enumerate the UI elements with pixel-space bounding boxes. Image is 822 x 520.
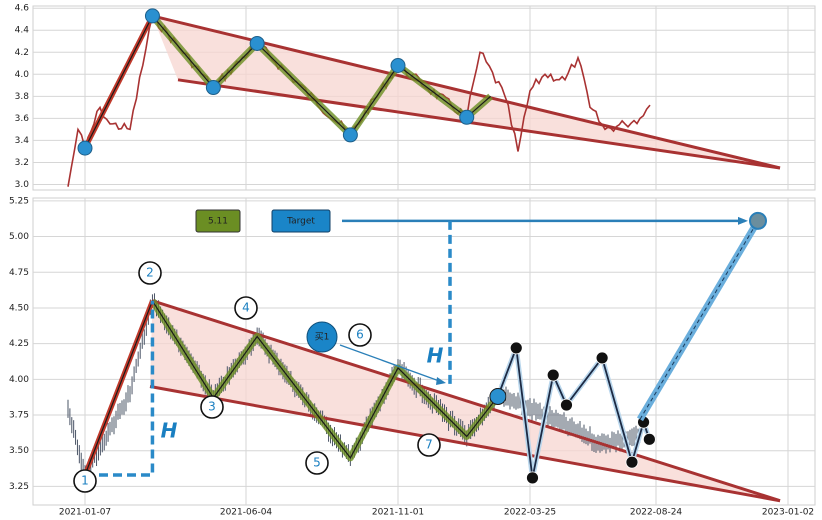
buy-arrow-head xyxy=(436,377,446,385)
h-label-right: H xyxy=(427,344,444,368)
y-tick-label: 3.6 xyxy=(15,114,30,124)
wave-label-6: 6 xyxy=(356,328,364,342)
y-tick-label: 3.50 xyxy=(9,446,29,456)
forecast-point xyxy=(642,432,656,446)
forecast-point xyxy=(546,368,560,382)
y-tick-label: 4.50 xyxy=(9,303,29,313)
y-tick-label: 4.75 xyxy=(9,268,29,278)
wave-label-1: 1 xyxy=(81,474,89,488)
plot-area xyxy=(32,197,816,506)
wave-label-circle xyxy=(417,433,441,457)
value-badge xyxy=(195,209,241,233)
wave-label-5: 5 xyxy=(313,456,321,470)
pivot-point xyxy=(77,140,93,156)
buy-arrow xyxy=(339,344,443,383)
y-tick-label: 4.0 xyxy=(15,70,30,80)
forecast-point xyxy=(526,471,539,485)
target-projection-dash xyxy=(639,220,759,420)
y-tick-label: 4.00 xyxy=(9,375,29,385)
wave-label-3: 3 xyxy=(208,400,216,414)
x-tick-label: 2022-03-25 xyxy=(504,508,556,518)
pivot-point xyxy=(459,109,475,125)
wave-label-circle xyxy=(200,395,224,419)
lower-trendline xyxy=(149,385,781,503)
y-tick-label: 4.4 xyxy=(15,26,30,36)
y-tick-label: 3.0 xyxy=(15,180,30,190)
wave-label-circle xyxy=(138,261,162,285)
h-label-left: H xyxy=(161,419,178,443)
forecast-point xyxy=(625,455,639,469)
impulse-leg-center xyxy=(84,15,153,149)
x-tick-label: 2021-06-04 xyxy=(220,508,273,518)
target-badge-text: Target xyxy=(286,217,315,227)
y-tick-label: 4.25 xyxy=(9,339,29,349)
pivot-point xyxy=(342,127,358,143)
wave-label-circle xyxy=(348,323,372,347)
x-tick-label: 2023-01-02 xyxy=(762,508,814,518)
pivot-point xyxy=(390,57,406,73)
target-point xyxy=(749,211,767,230)
wave-label-7: 7 xyxy=(425,438,433,452)
y-tick-label: 3.4 xyxy=(15,136,30,146)
x-tick-label: 2022-08-24 xyxy=(630,508,683,518)
y-tick-label: 3.2 xyxy=(15,158,29,168)
y-tick-label: 3.25 xyxy=(9,482,29,492)
buy-marker-text: 买1 xyxy=(315,332,330,343)
y-tick-label: 5.00 xyxy=(9,232,29,242)
impulse-leg-center xyxy=(84,300,154,476)
forecast-point xyxy=(509,341,523,355)
x-tick-label: 2021-01-07 xyxy=(59,508,111,518)
target-badge xyxy=(271,209,331,233)
wave-label-circle xyxy=(234,296,258,320)
buy-marker xyxy=(306,321,338,353)
pivot-point xyxy=(144,8,160,24)
y-tick-label: 3.75 xyxy=(9,411,29,421)
forecast-point xyxy=(595,351,609,365)
target-arrow-head xyxy=(738,216,748,225)
pivot-point xyxy=(249,35,265,51)
forecast-point xyxy=(560,398,573,412)
value-badge-text: 5.11 xyxy=(208,217,228,227)
y-tick-label: 4.2 xyxy=(15,48,29,58)
y-tick-label: 4.6 xyxy=(15,4,30,14)
y-tick-label: 3.8 xyxy=(15,92,30,102)
lower-trendline xyxy=(177,78,781,170)
buy-point xyxy=(489,387,507,405)
x-tick-label: 2021-11-01 xyxy=(372,508,424,518)
wave-label-4: 4 xyxy=(242,301,250,315)
wave-label-2: 2 xyxy=(146,266,154,280)
wave-label-circle xyxy=(305,451,329,475)
wave-label-circle xyxy=(73,469,97,493)
h-measure-left xyxy=(85,300,155,477)
y-tick-label: 5.25 xyxy=(9,196,29,206)
pivot-point xyxy=(205,80,221,96)
